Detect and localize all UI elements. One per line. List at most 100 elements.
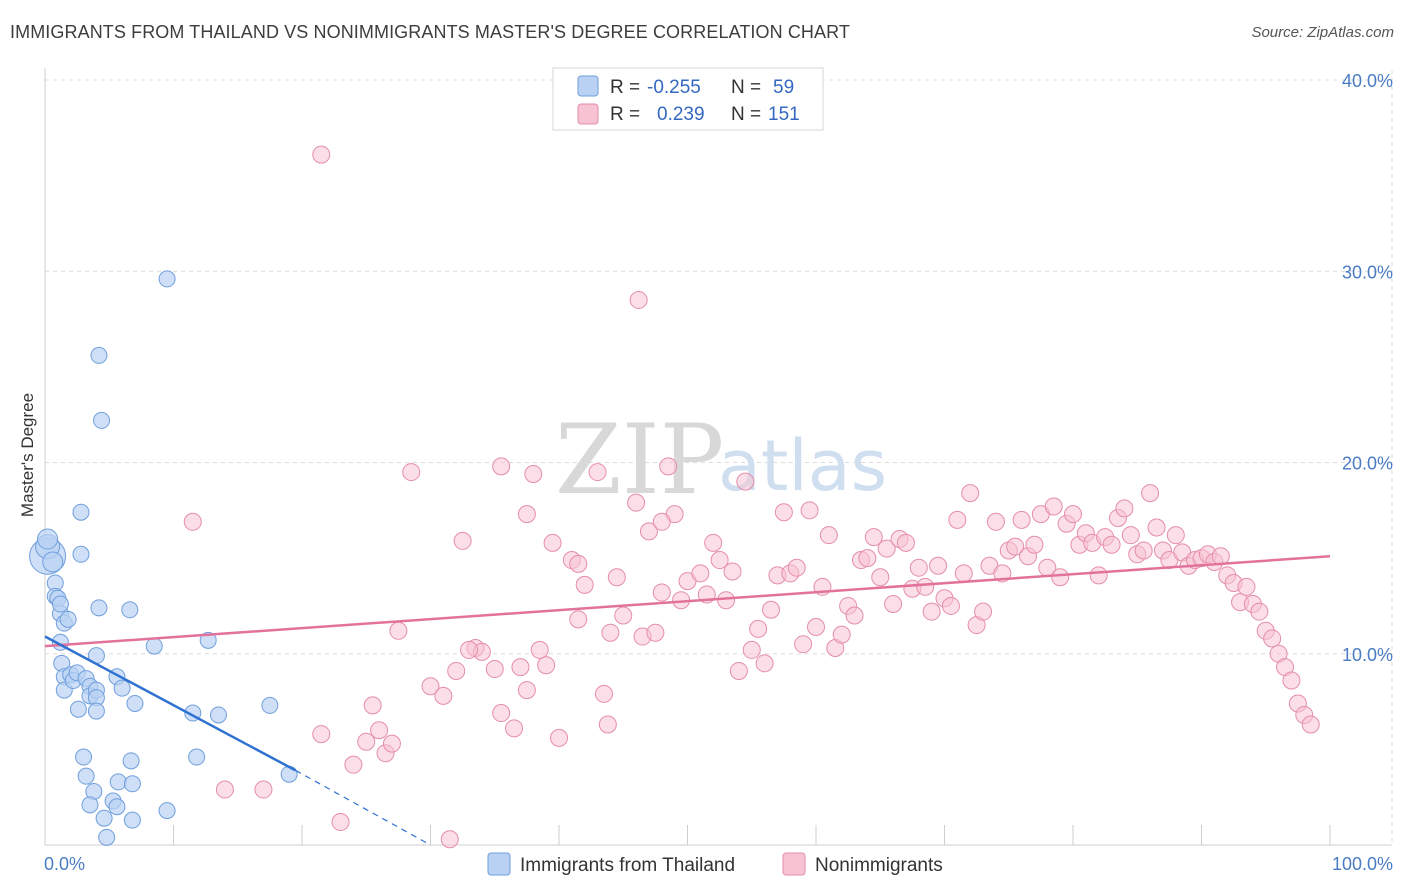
data-point-nonimmigrants (1134, 541, 1153, 560)
data-point-immigrants-from-thailand (90, 599, 108, 617)
data-point-nonimmigrants (434, 686, 453, 705)
data-point-immigrants-from-thailand (69, 700, 87, 718)
data-point-nonimmigrants (389, 621, 408, 640)
data-point-nonimmigrants (742, 640, 761, 659)
data-point-immigrants-from-thailand (93, 411, 111, 429)
data-point-nonimmigrants (646, 623, 665, 642)
data-point-nonimmigrants (421, 677, 440, 696)
legend-bottom-label-blue: Immigrants from Thailand (520, 855, 735, 876)
data-point-nonimmigrants (845, 606, 864, 625)
data-point-nonimmigrants (652, 583, 671, 602)
data-point-nonimmigrants (749, 619, 768, 638)
data-point-nonimmigrants (871, 568, 890, 587)
data-point-nonimmigrants (629, 290, 648, 309)
data-point-immigrants-from-thailand (95, 809, 113, 827)
legend-bottom: Immigrants from Thailand Nonimmigrants (487, 852, 943, 876)
data-point-immigrants-from-thailand (158, 270, 176, 288)
data-point-nonimmigrants (1051, 568, 1070, 587)
data-point-immigrants-from-thailand (158, 802, 176, 820)
data-point-immigrants-from-thailand (122, 752, 140, 770)
data-point-nonimmigrants (1141, 484, 1160, 503)
data-point-nonimmigrants (505, 719, 524, 738)
data-point-nonimmigrants (1282, 671, 1301, 690)
legend-r-value-pink: 0.239 (657, 104, 705, 125)
y-tick-label: 10.0% (1342, 645, 1393, 665)
data-point-nonimmigrants (832, 625, 851, 644)
data-point-nonimmigrants (974, 602, 993, 621)
data-point-nonimmigrants (922, 602, 941, 621)
data-point-nonimmigrants (1301, 715, 1320, 734)
data-point-nonimmigrants (1102, 535, 1121, 554)
data-point-nonimmigrants (723, 562, 742, 581)
data-point-nonimmigrants (517, 505, 536, 524)
x-tick-label: 100.0% (1332, 854, 1393, 874)
data-point-nonimmigrants (1064, 505, 1082, 524)
legend-swatch-blue (577, 75, 599, 97)
data-point-nonimmigrants (1025, 535, 1044, 554)
data-point-nonimmigrants (331, 813, 350, 832)
data-point-immigrants-from-thailand (75, 748, 93, 766)
data-point-immigrants-from-thailand (123, 775, 141, 793)
data-point-nonimmigrants (601, 623, 620, 642)
data-point-nonimmigrants (511, 658, 530, 677)
legend-swatch-pink (577, 103, 599, 125)
data-point-immigrants-from-thailand (188, 748, 206, 766)
x-tick-labels: 0.0% 100.0% (44, 854, 1393, 874)
data-point-immigrants-from-thailand (81, 796, 99, 814)
data-point-nonimmigrants (729, 661, 748, 680)
legend-r-label-pink: R = (610, 104, 640, 125)
data-point-nonimmigrants (717, 591, 736, 610)
data-point-nonimmigrants (1147, 518, 1166, 537)
data-point-nonimmigrants (453, 531, 472, 550)
y-tick-label: 40.0% (1342, 71, 1393, 91)
data-point-nonimmigrants (607, 568, 626, 587)
data-point-nonimmigrants (659, 457, 678, 476)
data-point-nonimmigrants (941, 596, 960, 615)
y-axis-label: Master's Degree (18, 393, 37, 517)
data-point-nonimmigrants (569, 610, 588, 629)
data-point-nonimmigrants (492, 457, 511, 476)
data-point-nonimmigrants (1166, 526, 1185, 545)
data-point-nonimmigrants (588, 463, 607, 482)
data-point-immigrants-from-thailand (37, 528, 59, 550)
legend-n-label-pink: N = (731, 104, 761, 125)
data-point-nonimmigrants (594, 684, 613, 703)
data-point-nonimmigrants (1211, 547, 1230, 566)
axes (44, 68, 1392, 846)
data-point-immigrants-from-thailand (199, 631, 217, 649)
legend-top: R = -0.255 N = 59 R = 0.239 N = 151 (552, 67, 824, 131)
data-point-nonimmigrants (530, 640, 549, 659)
data-point-nonimmigrants (402, 463, 421, 482)
data-point-immigrants-from-thailand (98, 828, 116, 846)
data-point-nonimmigrants (909, 558, 928, 577)
data-point-nonimmigrants (598, 715, 617, 734)
data-point-immigrants-from-thailand (261, 696, 279, 714)
data-point-nonimmigrants (382, 734, 401, 753)
trend-line-immigrants-extension (295, 769, 431, 846)
data-point-nonimmigrants (652, 512, 671, 531)
data-point-nonimmigrants (884, 595, 903, 614)
data-point-immigrants-from-thailand (77, 767, 95, 785)
data-point-nonimmigrants (460, 640, 479, 659)
data-point-nonimmigrants (183, 512, 202, 531)
data-point-nonimmigrants (819, 526, 838, 545)
data-point-immigrants-from-thailand (123, 811, 141, 829)
data-point-nonimmigrants (447, 661, 466, 680)
data-point-nonimmigrants (492, 704, 511, 723)
grid-lines (45, 70, 1393, 845)
legend-bottom-swatch-pink (782, 852, 806, 876)
data-point-nonimmigrants (710, 551, 729, 570)
data-point-immigrants-from-thailand (108, 798, 126, 816)
data-point-nonimmigrants (627, 493, 646, 512)
data-point-nonimmigrants (916, 577, 935, 596)
data-point-nonimmigrants (896, 533, 915, 552)
data-point-nonimmigrants (1121, 526, 1140, 545)
data-point-immigrants-from-thailand (51, 595, 69, 613)
data-point-nonimmigrants (736, 472, 755, 491)
data-point-nonimmigrants (1263, 629, 1282, 648)
data-point-nonimmigrants (639, 522, 658, 541)
data-point-immigrants-from-thailand (113, 679, 131, 697)
legend-r-label-blue: R = (610, 77, 640, 98)
trend-lines (44, 554, 1331, 846)
data-point-nonimmigrants (215, 780, 234, 799)
